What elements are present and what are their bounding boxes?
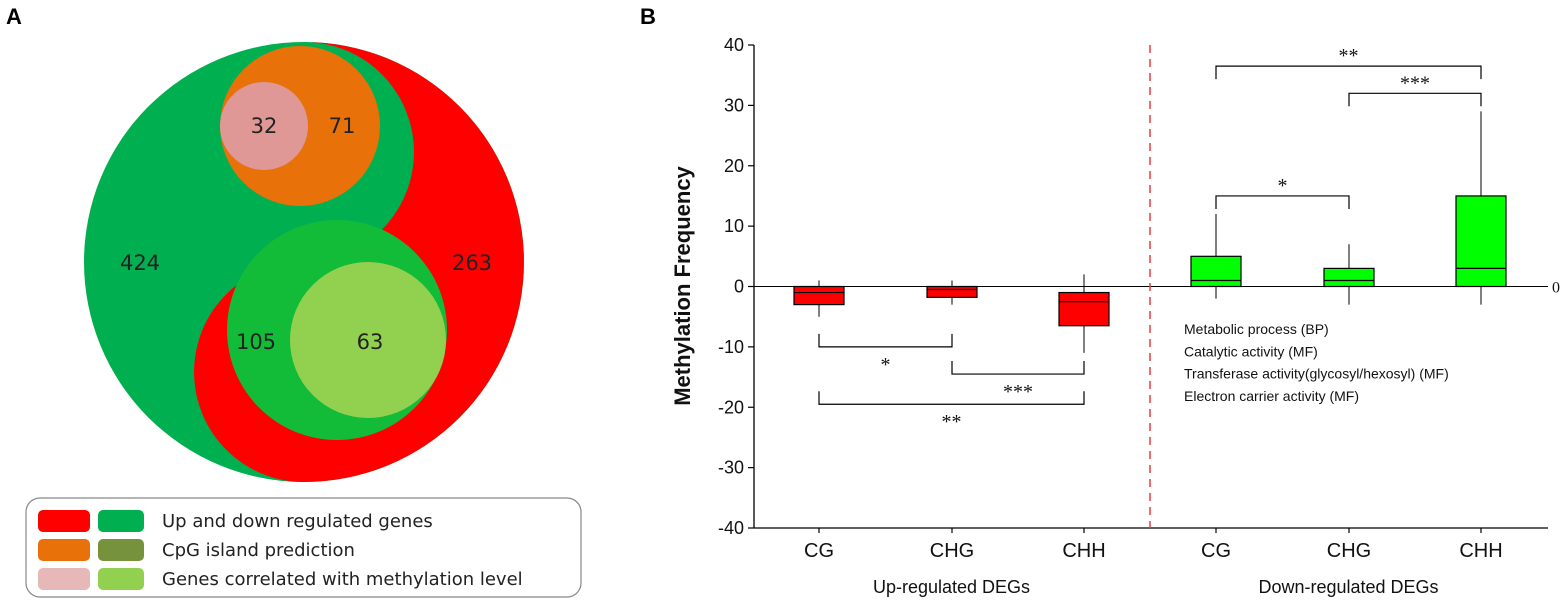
x-category-label-chg: CHG xyxy=(930,540,974,562)
panel-a: A 424 263 32 71 105 63 Up and down regul… xyxy=(6,4,582,598)
box-down-cg xyxy=(1190,255,1242,288)
group-label-up-regulated: Up-regulated DEGs xyxy=(873,577,1030,597)
venn-legend: Up and down regulated genes CpG island p… xyxy=(25,497,582,598)
venn-down-correlated-region xyxy=(290,262,446,418)
significance-bracket-2 xyxy=(818,391,1085,405)
box-down-chg xyxy=(1323,267,1375,288)
go-term-annotation-2: Transferase activity(glycosyl/hexosyl) (… xyxy=(1184,366,1449,382)
legend-label-cpg: CpG island prediction xyxy=(162,540,355,561)
significance-bracket-3 xyxy=(1215,65,1482,80)
zero-reference-label: 0 xyxy=(1552,280,1560,297)
venn-count-down: 424 xyxy=(120,251,160,275)
significance-bracket-1 xyxy=(951,361,1085,375)
significance-bracket-4 xyxy=(1348,92,1482,107)
box-up-chh xyxy=(1058,291,1110,327)
group-label-down-regulated: Down-regulated DEGs xyxy=(1258,577,1438,597)
venn-up-correlated-region xyxy=(220,82,308,170)
legend-row-up-down: Up and down regulated genes xyxy=(38,510,433,532)
significance-bracket-5 xyxy=(1215,195,1350,209)
y-tick-label: 30 xyxy=(724,95,744,115)
box-up-cg xyxy=(793,285,845,306)
y-tick-label: 20 xyxy=(724,156,744,176)
x-category-label-chh: CHH xyxy=(1062,540,1105,562)
y-tick-label: -40 xyxy=(718,518,744,538)
y-tick-label: -20 xyxy=(718,397,744,417)
venn-count-up: 263 xyxy=(452,251,492,275)
legend-swatch-cpg-up xyxy=(38,539,90,561)
box-down-chh xyxy=(1455,195,1507,288)
y-tick-label: -10 xyxy=(718,337,744,357)
methylation-boxplot: 0 40 30 20 10 0 -10 -20 -30 -40 CG CHG CHH CG CHG CHH Up… xyxy=(718,35,1560,597)
significance-label-2: ** xyxy=(942,411,962,433)
venn-count-down-cpg: 105 xyxy=(236,330,276,354)
go-term-annotation-3: Electron carrier activity (MF) xyxy=(1184,388,1359,404)
y-tick-label: -30 xyxy=(718,458,744,478)
venn-count-up-correlated: 32 xyxy=(251,114,278,138)
significance-label-0: * xyxy=(881,354,891,376)
significance-bracket-0 xyxy=(818,333,953,348)
go-term-annotation-1: Catalytic activity (MF) xyxy=(1184,343,1318,359)
panel-b-label: B xyxy=(640,4,656,29)
x-category-label-chg: CHG xyxy=(1327,540,1371,562)
x-category-label-chh: CHH xyxy=(1459,540,1502,562)
venn-count-down-correlated: 63 xyxy=(357,330,384,354)
panel-a-label: A xyxy=(6,4,22,29)
legend-row-cpg: CpG island prediction xyxy=(38,539,355,561)
legend-swatch-correlated-down xyxy=(98,568,144,590)
y-tick-label: 10 xyxy=(724,216,744,236)
legend-label-up-down: Up and down regulated genes xyxy=(162,511,433,532)
panel-b: B Methylation Frequency 0 40 30 20 10 0 -10 -20… xyxy=(640,4,1560,597)
x-category-label-cg: CG xyxy=(1201,540,1231,562)
legend-box xyxy=(25,497,582,598)
y-tick-label: 0 xyxy=(734,277,744,297)
legend-swatch-cpg-down xyxy=(98,539,144,561)
significance-label-1: *** xyxy=(1003,381,1033,403)
box-up-chg xyxy=(926,285,978,298)
x-category-label-cg: CG xyxy=(804,540,834,562)
y-axis-label: Methylation Frequency xyxy=(670,165,695,405)
go-term-annotation-0: Metabolic process (BP) xyxy=(1184,321,1329,337)
venn-count-up-cpg: 71 xyxy=(329,114,356,138)
legend-row-correlated: Genes correlated with methylation level xyxy=(38,568,523,590)
legend-swatch-up xyxy=(38,510,90,532)
significance-label-3: ** xyxy=(1339,45,1359,67)
significance-label-5: * xyxy=(1278,175,1288,197)
legend-swatch-correlated-up xyxy=(38,568,90,590)
legend-swatch-down xyxy=(98,510,144,532)
legend-label-correlated: Genes correlated with methylation level xyxy=(162,569,523,590)
y-tick-label: 40 xyxy=(724,35,744,55)
significance-label-4: *** xyxy=(1400,72,1430,94)
